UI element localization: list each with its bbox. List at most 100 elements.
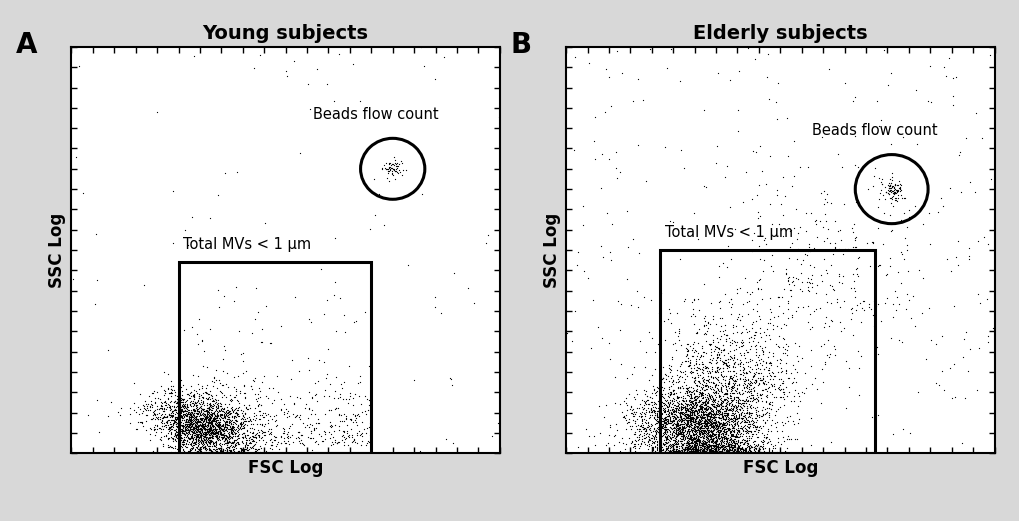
Point	[179, 471, 196, 479]
Point	[760, 451, 776, 459]
Point	[667, 418, 684, 427]
Point	[696, 451, 712, 460]
Point	[206, 417, 222, 426]
Point	[192, 411, 208, 419]
Point	[658, 433, 675, 442]
Point	[852, 43, 868, 52]
Point	[229, 168, 246, 176]
Point	[685, 456, 701, 465]
Point	[177, 463, 194, 471]
Point	[720, 446, 737, 454]
Point	[681, 461, 697, 469]
Point	[733, 465, 749, 473]
Point	[153, 418, 169, 426]
Point	[635, 452, 651, 461]
Point	[178, 469, 195, 478]
Point	[262, 470, 278, 479]
Point	[738, 404, 754, 412]
Point	[708, 357, 725, 366]
Point	[174, 427, 191, 436]
Point	[180, 391, 197, 400]
Point	[686, 418, 702, 426]
Point	[725, 328, 741, 337]
Point	[865, 172, 881, 180]
Point	[182, 408, 199, 417]
Point	[708, 424, 725, 432]
Point	[726, 410, 742, 418]
Point	[202, 419, 218, 428]
Point	[661, 451, 678, 459]
Point	[807, 219, 823, 228]
Point	[210, 455, 226, 464]
Point	[758, 439, 774, 447]
Point	[704, 427, 720, 435]
Point	[685, 424, 701, 432]
Point	[209, 476, 225, 485]
Point	[679, 420, 695, 429]
Point	[700, 452, 716, 460]
Point	[723, 446, 740, 455]
Point	[726, 486, 742, 494]
Point	[700, 403, 716, 411]
Point	[691, 396, 707, 405]
Point	[698, 412, 714, 420]
Point	[684, 478, 700, 486]
Point	[730, 464, 746, 472]
Point	[693, 456, 709, 464]
Point	[196, 435, 212, 443]
Point	[337, 415, 354, 424]
Point	[684, 394, 700, 402]
Point	[221, 457, 237, 466]
Point	[216, 342, 232, 351]
Point	[709, 424, 726, 432]
Point	[691, 443, 707, 451]
Point	[720, 470, 737, 479]
Point	[180, 458, 197, 467]
Point	[715, 441, 732, 450]
Point	[704, 462, 720, 470]
Point	[177, 423, 194, 431]
Point	[720, 298, 737, 306]
Point	[697, 461, 713, 469]
Point	[681, 439, 697, 447]
Point	[647, 388, 663, 396]
Point	[200, 413, 216, 421]
Point	[650, 473, 666, 481]
Point	[211, 450, 227, 458]
Point	[662, 457, 679, 466]
Point	[647, 432, 663, 441]
Point	[845, 96, 861, 105]
Point	[696, 404, 712, 413]
Point	[708, 401, 725, 410]
Point	[706, 388, 722, 396]
Point	[713, 468, 730, 477]
Point	[698, 367, 714, 376]
Point	[143, 425, 159, 433]
Point	[684, 460, 700, 468]
Point	[206, 414, 222, 422]
Point	[715, 464, 732, 473]
Point	[162, 423, 178, 431]
Point	[194, 463, 210, 471]
Point	[202, 459, 218, 467]
Point	[680, 474, 696, 482]
Point	[191, 392, 207, 400]
Point	[214, 450, 230, 458]
Point	[352, 97, 368, 105]
Point	[677, 462, 693, 470]
Point	[702, 411, 718, 419]
Point	[727, 463, 743, 472]
Point	[693, 448, 709, 456]
Point	[652, 441, 668, 450]
Point	[686, 468, 702, 476]
Point	[669, 401, 686, 409]
Point	[790, 275, 806, 283]
Point	[480, 231, 496, 239]
Point	[725, 451, 741, 460]
Point	[715, 450, 732, 458]
Point	[740, 463, 756, 472]
Point	[690, 452, 706, 460]
Point	[201, 413, 217, 421]
Point	[715, 421, 732, 430]
Point	[192, 445, 208, 454]
